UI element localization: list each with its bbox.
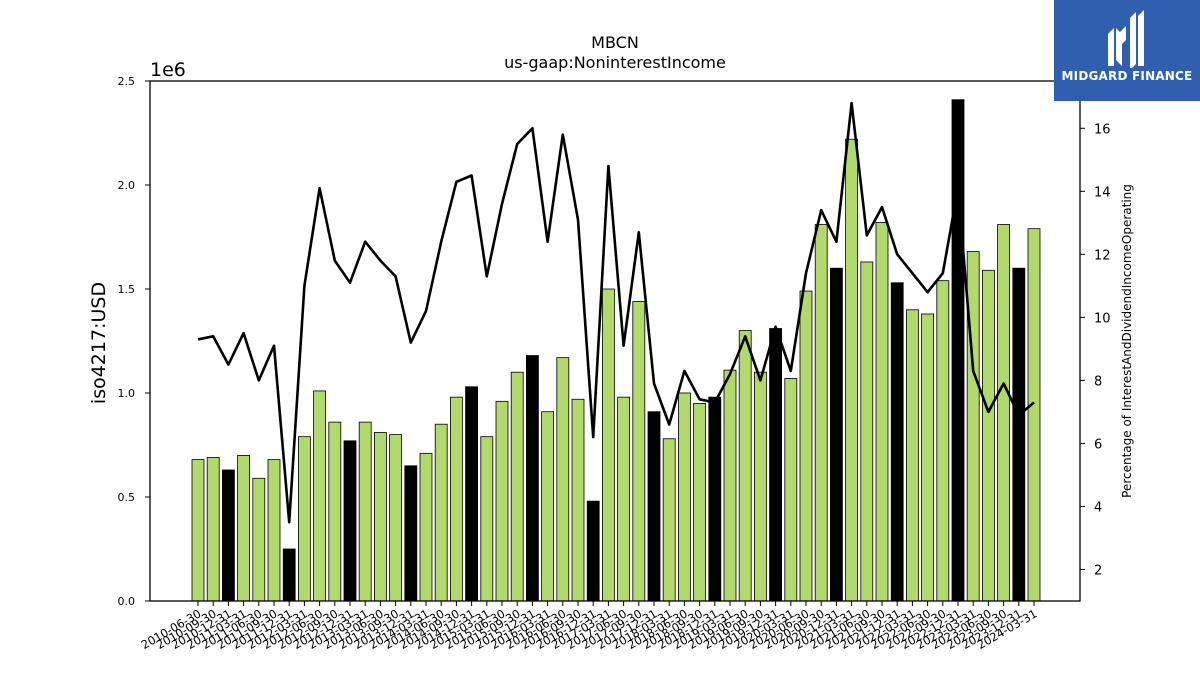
midgard-logo-icon <box>1108 10 1144 68</box>
bar <box>237 454 251 602</box>
y-tick-label: 0.0 <box>118 595 136 608</box>
y-tick-label: 2.0 <box>118 179 136 192</box>
bar <box>1027 228 1041 602</box>
bar <box>936 280 950 602</box>
y-axis-label: iso4217:USD <box>88 282 110 404</box>
bar <box>845 138 858 602</box>
bar <box>449 396 463 602</box>
bar <box>966 251 980 602</box>
y2-tick-label: 4 <box>1094 500 1102 515</box>
axes-group: 0.00.51.01.52.02.52468101214162010-06-30… <box>118 75 1111 652</box>
bar <box>556 357 570 602</box>
y2-tick-label: 8 <box>1094 374 1102 389</box>
bar <box>723 369 737 602</box>
y-tick-label: 1.0 <box>118 387 136 400</box>
bar <box>693 402 706 602</box>
y2-tick-label: 6 <box>1094 437 1102 452</box>
bar <box>343 440 357 602</box>
bar <box>951 99 965 602</box>
chart-title: MBCN <box>591 33 639 52</box>
bar <box>1012 267 1026 602</box>
bar <box>526 355 539 602</box>
bar <box>328 421 342 602</box>
bar <box>678 392 691 602</box>
bar <box>252 477 266 602</box>
bar <box>814 224 828 602</box>
bar <box>799 290 813 602</box>
bar <box>784 378 798 602</box>
bar <box>510 371 524 602</box>
bar <box>586 500 600 602</box>
bar <box>662 438 676 602</box>
bar <box>434 423 448 602</box>
line-group <box>197 101 1035 524</box>
bar <box>267 459 281 602</box>
bar <box>541 411 554 602</box>
y-tick-label: 1.5 <box>118 283 136 296</box>
bar <box>708 396 722 602</box>
bar <box>373 432 387 602</box>
y-scale-label: 1e6 <box>150 59 186 81</box>
chart-subtitle: us-gaap:NoninterestIncome <box>504 53 726 72</box>
y2-tick-label: 16 <box>1094 122 1111 137</box>
plot-frame <box>149 80 1081 602</box>
bar <box>997 224 1010 602</box>
y-tick-label: 0.5 <box>118 491 136 504</box>
y2-tick-label: 14 <box>1094 185 1111 200</box>
bar <box>738 330 752 602</box>
bar <box>754 371 767 602</box>
bars-group <box>191 99 1041 602</box>
bar <box>480 436 494 602</box>
y2-tick-label: 10 <box>1094 311 1111 326</box>
bar <box>495 400 509 602</box>
bar <box>221 469 235 602</box>
bar <box>313 390 327 602</box>
bar <box>906 309 919 602</box>
bar <box>389 434 403 602</box>
bar <box>890 282 904 602</box>
bar <box>769 328 782 602</box>
y-tick-label: 2.5 <box>118 75 136 88</box>
y2-axis-label: Percentage of InterestAndDividendIncomeO… <box>1120 184 1134 498</box>
bar <box>617 396 630 602</box>
brand-logo: MIDGARD FINANCE <box>1054 0 1200 101</box>
bar <box>571 398 585 602</box>
y2-tick-label: 12 <box>1094 248 1111 263</box>
bar <box>358 421 372 602</box>
bar <box>206 457 220 602</box>
bar <box>860 261 874 602</box>
bar <box>875 222 889 602</box>
ratio-line <box>197 101 1035 524</box>
bar <box>632 301 646 602</box>
y2-tick-label: 2 <box>1094 563 1102 578</box>
bar <box>419 452 433 602</box>
bar <box>647 411 661 602</box>
brand-name: MIDGARD FINANCE <box>1061 69 1193 83</box>
bar <box>982 269 995 602</box>
bar <box>297 436 311 602</box>
bar <box>830 267 843 602</box>
bar <box>921 313 934 602</box>
bar <box>191 459 205 602</box>
bar <box>404 465 418 602</box>
bar <box>465 386 479 602</box>
bar <box>602 288 615 602</box>
bar <box>282 548 296 602</box>
